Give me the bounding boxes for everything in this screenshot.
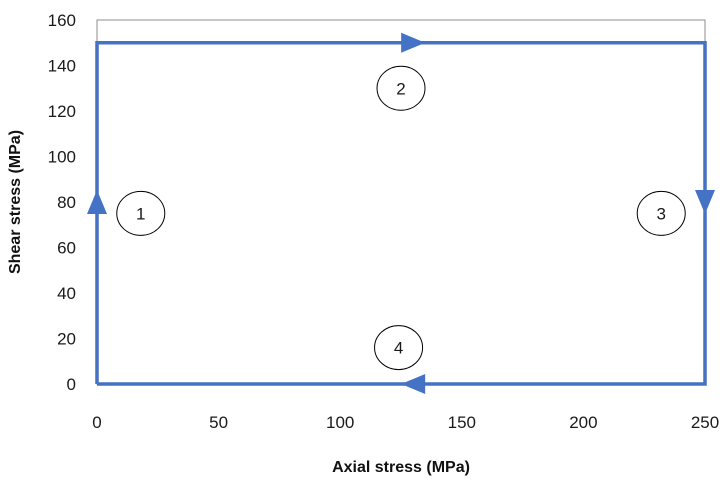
x-tick-label: 150 <box>448 413 476 432</box>
x-tick-label: 100 <box>326 413 354 432</box>
y-axis-ticks: 0 20 40 60 80 100 120 140 160 <box>48 11 76 394</box>
annotation-circle <box>636 190 686 236</box>
arrow-left-icon <box>401 374 426 394</box>
annotation-circle <box>116 190 166 236</box>
segment-annotation: 1 <box>116 190 166 236</box>
annotation-label: 2 <box>396 79 405 98</box>
y-tick-label: 40 <box>57 284 76 303</box>
y-tick-label: 140 <box>48 57 76 76</box>
annotation-label: 4 <box>394 339 403 358</box>
segment-annotation: 4 <box>374 325 424 371</box>
y-tick-label: 60 <box>57 239 76 258</box>
series-group <box>95 41 707 386</box>
annotation-label: 1 <box>136 204 145 223</box>
annotation-label: 3 <box>656 204 665 223</box>
x-axis-ticks: 0 50 100 150 200 250 <box>92 413 719 432</box>
x-tick-label: 50 <box>209 413 228 432</box>
arrow-group <box>87 32 715 394</box>
segment-annotation: 2 <box>376 65 426 111</box>
annotation-circle <box>374 325 424 371</box>
series-line <box>95 41 707 386</box>
y-tick-label: 160 <box>48 11 76 30</box>
y-tick-label: 120 <box>48 102 76 121</box>
x-axis-title: Axial stress (MPa) <box>332 459 470 476</box>
segment-annotation: 3 <box>636 190 686 236</box>
arrow-right-icon <box>401 32 426 53</box>
annotation-group: 1 2 3 4 <box>116 65 686 371</box>
annotation-circle <box>376 65 426 111</box>
arrow-down-icon <box>695 190 715 214</box>
x-tick-label: 0 <box>92 413 101 432</box>
arrow-up-icon <box>87 190 107 214</box>
y-tick-label: 20 <box>57 330 76 349</box>
x-tick-label: 200 <box>569 413 597 432</box>
y-tick-label: 0 <box>67 375 76 394</box>
y-axis-title: Shear stress (MPa) <box>7 130 24 274</box>
y-tick-label: 100 <box>48 148 76 167</box>
x-tick-label: 250 <box>691 413 719 432</box>
y-tick-label: 80 <box>57 193 76 212</box>
